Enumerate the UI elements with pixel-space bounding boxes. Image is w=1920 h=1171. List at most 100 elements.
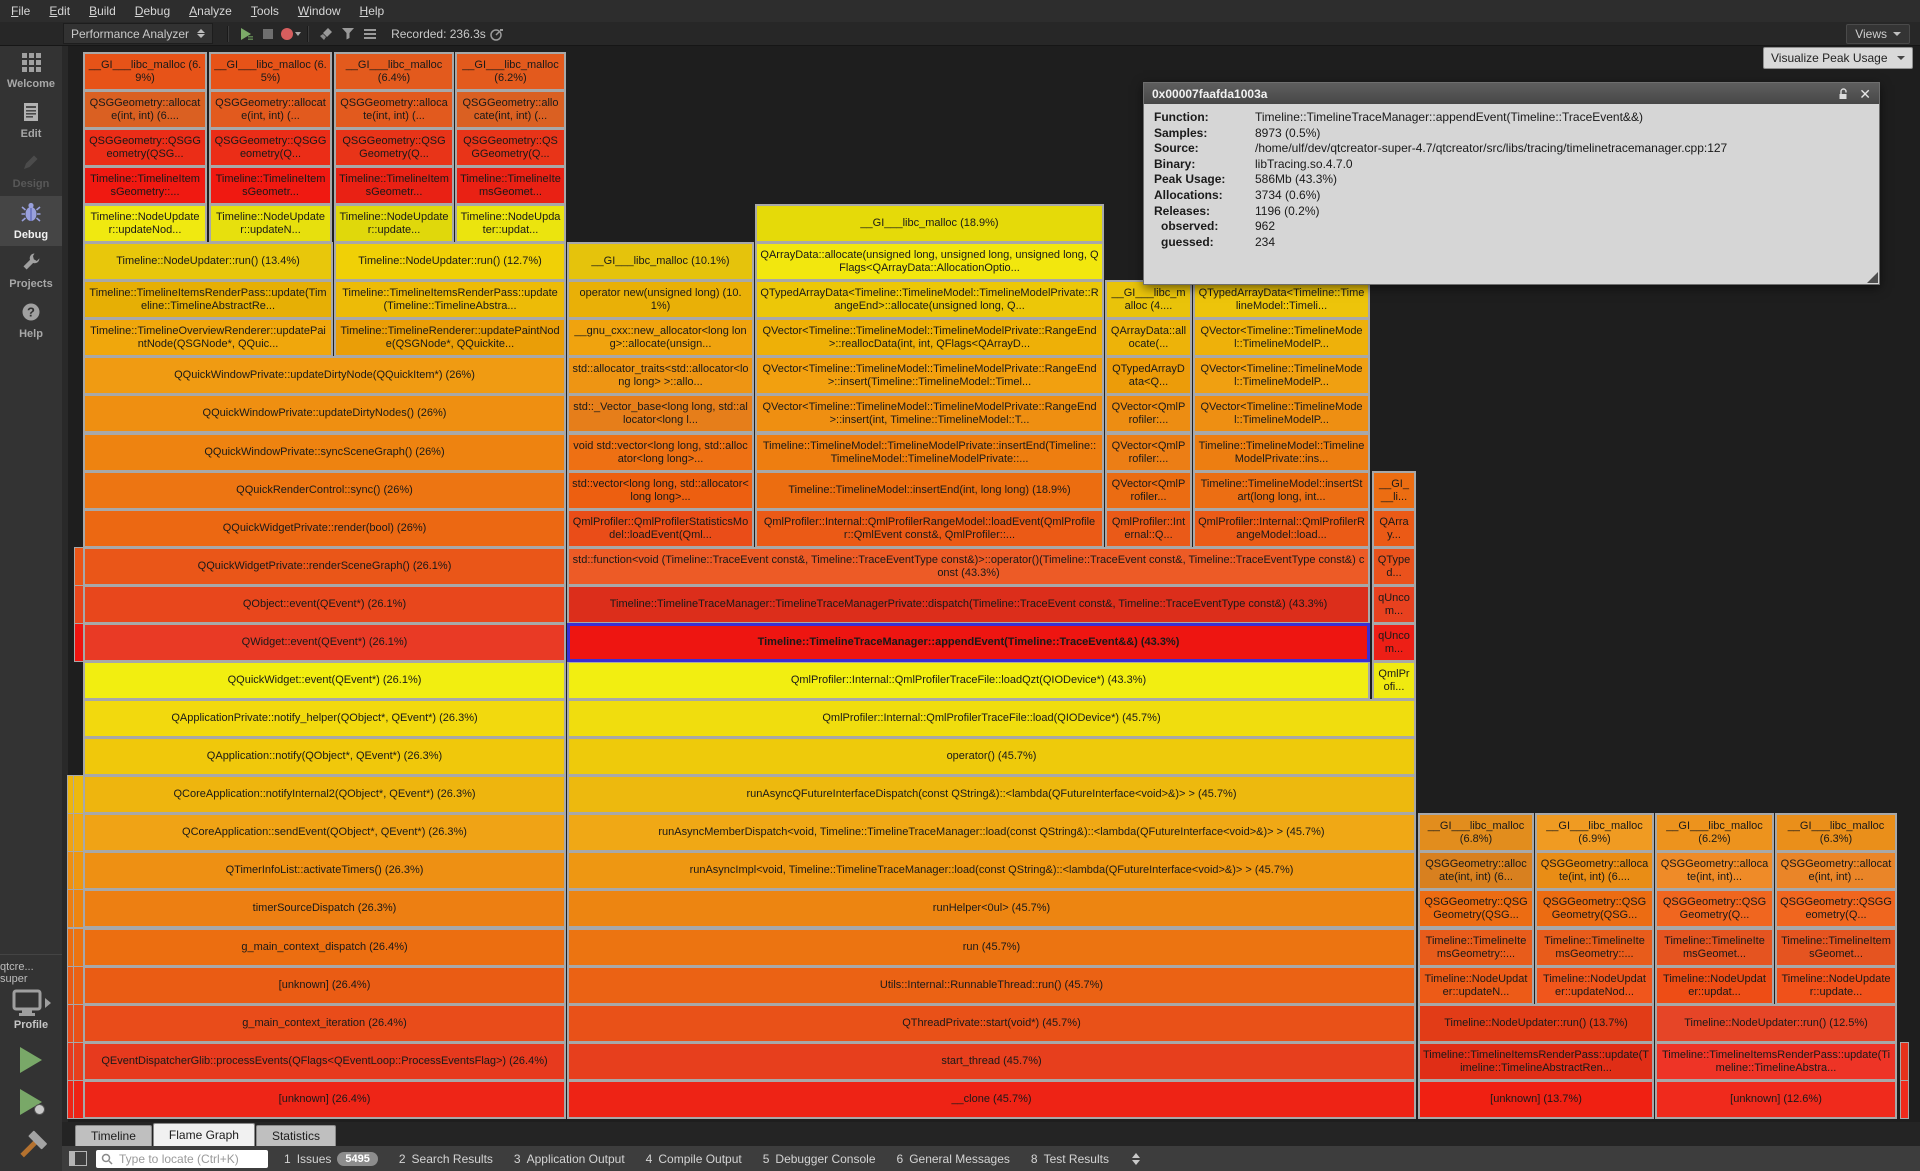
- tooltip-title-bar[interactable]: 0x00007faafda1003a ✕: [1144, 83, 1879, 104]
- flame-cell[interactable]: QVector<Timeline::TimelineModel::Timelin…: [1193, 318, 1370, 357]
- flame-cell[interactable]: QTypedArrayData<Q...: [1105, 356, 1192, 395]
- flame-cell[interactable]: timerSourceDispatch (26.3%): [83, 889, 566, 928]
- flame-cell[interactable]: std::allocator_traits<std::allocator<lon…: [567, 356, 754, 395]
- flame-cell[interactable]: __GI___li...: [1372, 471, 1416, 510]
- flame-cell[interactable]: [74, 585, 84, 624]
- flame-cell[interactable]: Timeline::NodeUpdater::run() (13.4%): [83, 242, 333, 281]
- flame-cell[interactable]: __GI___libc_malloc (6.9%): [1535, 813, 1654, 852]
- menu-item-file[interactable]: File: [11, 4, 31, 18]
- output-pane-issues[interactable]: 1 Issues 5495: [284, 1151, 378, 1166]
- flame-cell[interactable]: Timeline::TimelineItemsGeometry::...: [1418, 928, 1534, 967]
- mode-button-projects[interactable]: Projects: [0, 246, 62, 296]
- flame-cell[interactable]: Timeline::NodeUpdater::updat...: [1655, 966, 1774, 1005]
- flame-cell[interactable]: [73, 928, 84, 967]
- flame-cell[interactable]: QApplicationPrivate::notify_helper(QObje…: [83, 699, 566, 738]
- flame-cell[interactable]: operator() (45.7%): [567, 737, 1416, 776]
- output-pane-compile-output[interactable]: 4 Compile Output: [646, 1152, 742, 1166]
- flame-cell[interactable]: QmlProfiler::Internal::QmlProfilerRangeM…: [1193, 509, 1370, 548]
- filter-button[interactable]: [337, 24, 359, 44]
- flame-cell[interactable]: __GI___libc_malloc (6.5%): [209, 52, 332, 91]
- flame-cell[interactable]: [73, 966, 84, 1005]
- flame-cell[interactable]: QTypedArrayData<Timeline::TimelineModel:…: [1193, 280, 1370, 319]
- views-button[interactable]: Views: [1846, 23, 1910, 44]
- flame-cell[interactable]: Timeline::TimelineModel::TimelineModelPr…: [755, 433, 1104, 472]
- flame-cell[interactable]: QVector<QmlProfiler...: [1105, 471, 1192, 510]
- flame-cell[interactable]: [1900, 1080, 1909, 1119]
- flame-cell[interactable]: QmlProfiler::Internal::QmlProfilerTraceF…: [567, 661, 1370, 700]
- flame-cell[interactable]: [73, 889, 84, 928]
- flame-cell[interactable]: __GI___libc_malloc (4....: [1105, 280, 1192, 319]
- flame-cell[interactable]: QArrayData::allocate(...: [1105, 318, 1192, 357]
- flame-cell[interactable]: operator new(unsigned long) (10.1%): [567, 280, 754, 319]
- mode-button-help[interactable]: ? Help: [0, 296, 62, 346]
- flame-cell[interactable]: QSGGeometry::allocate(int, int) (6....: [1535, 851, 1654, 890]
- flame-cell[interactable]: g_main_context_dispatch (26.4%): [83, 928, 566, 967]
- flame-cell[interactable]: QQuickWidgetPrivate::renderSceneGraph() …: [83, 547, 566, 586]
- flame-cell[interactable]: __clone (45.7%): [567, 1080, 1416, 1119]
- flame-cell[interactable]: QSGGeometry::allocate(int, int)...: [1655, 851, 1774, 890]
- flame-cell[interactable]: start_thread (45.7%): [567, 1042, 1416, 1081]
- flame-cell[interactable]: QmlProfiler::Internal::Q...: [1105, 509, 1192, 548]
- flame-cell[interactable]: [73, 1004, 84, 1043]
- flame-cell[interactable]: [73, 851, 84, 890]
- flame-cell[interactable]: QWidget::event(QEvent*) (26.1%): [83, 623, 566, 662]
- flame-cell[interactable]: QQuickWidgetPrivate::render(bool) (26%): [83, 509, 566, 548]
- flame-cell[interactable]: [73, 1080, 84, 1119]
- flame-cell[interactable]: Timeline::TimelineTraceManager::appendEv…: [567, 623, 1370, 662]
- menu-item-analyze[interactable]: Analyze: [189, 4, 232, 18]
- flame-cell[interactable]: [73, 1042, 84, 1081]
- output-pane-general-messages[interactable]: 6 General Messages: [897, 1152, 1010, 1166]
- flame-cell[interactable]: [1900, 1042, 1909, 1081]
- flame-cell[interactable]: __GI___libc_malloc (6.8%): [1418, 813, 1534, 852]
- mode-button-debug[interactable]: Debug: [0, 196, 62, 246]
- output-pane-application-output[interactable]: 3 Application Output: [514, 1152, 625, 1166]
- flame-cell[interactable]: qUncom...: [1372, 623, 1416, 662]
- flame-cell[interactable]: QVector<Timeline::TimelineModel::Timelin…: [755, 356, 1104, 395]
- flame-cell[interactable]: QCoreApplication::notifyInternal2(QObjec…: [83, 775, 566, 814]
- menu-item-help[interactable]: Help: [359, 4, 385, 18]
- flame-cell[interactable]: QSGGeometry::QSGGeometry(Q...: [334, 128, 454, 167]
- flame-cell[interactable]: QVector<Timeline::TimelineModel::Timelin…: [1193, 356, 1370, 395]
- start-analysis-button[interactable]: [235, 24, 257, 44]
- flame-cell[interactable]: __GI___libc_malloc (6.9%): [83, 52, 207, 91]
- flame-cell[interactable]: Utils::Internal::RunnableThread::run() (…: [567, 966, 1416, 1005]
- flame-cell[interactable]: QSGGeometry::QSGGeometry(QSG...: [83, 128, 207, 167]
- resize-grip[interactable]: [1867, 272, 1878, 283]
- flame-cell[interactable]: QSGGeometry::allocate(int, int) (...: [334, 90, 454, 129]
- flame-cell[interactable]: [74, 623, 84, 662]
- flame-cell[interactable]: [unknown] (13.7%): [1418, 1080, 1654, 1119]
- flame-cell[interactable]: Timeline::TimelineItemsGeometr...: [334, 166, 454, 205]
- flame-cell[interactable]: Timeline::NodeUpdater::updat...: [455, 204, 566, 243]
- flame-cell[interactable]: QCoreApplication::sendEvent(QObject*, QE…: [83, 813, 566, 852]
- flame-cell[interactable]: QmlProfiler::Internal::QmlProfilerTraceF…: [567, 699, 1416, 738]
- flame-cell[interactable]: runAsyncImpl<void, Timeline::TimelineTra…: [567, 851, 1416, 890]
- flame-cell[interactable]: QArrayData::allocate(unsigned long, unsi…: [755, 242, 1104, 281]
- flame-cell[interactable]: QTimerInfoList::activateTimers() (26.3%): [83, 851, 566, 890]
- tab-statistics[interactable]: Statistics: [255, 1125, 336, 1146]
- flame-cell[interactable]: Timeline::TimelineRenderer::updatePaintN…: [334, 318, 566, 357]
- flame-cell[interactable]: QSGGeometry::QSGGeometry(Q...: [1775, 889, 1897, 928]
- locator-input[interactable]: [117, 1150, 261, 1167]
- flame-cell[interactable]: qUncom...: [1372, 585, 1416, 624]
- flame-cell[interactable]: void std::vector<long long, std::allocat…: [567, 433, 754, 472]
- flame-cell[interactable]: Timeline::NodeUpdater::updateN...: [209, 204, 332, 243]
- flame-cell[interactable]: QSGGeometry::QSGGeometry(Q...: [455, 128, 566, 167]
- flame-cell[interactable]: QQuickRenderControl::sync() (26%): [83, 471, 566, 510]
- flame-cell[interactable]: Timeline::TimelineItemsGeometry::...: [83, 166, 207, 205]
- flame-cell[interactable]: [unknown] (26.4%): [83, 966, 566, 1005]
- mode-button-edit[interactable]: Edit: [0, 96, 62, 146]
- flame-cell[interactable]: Timeline::TimelineTraceManager::Timeline…: [567, 585, 1370, 624]
- menu-item-window[interactable]: Window: [297, 4, 341, 18]
- discard-data-button[interactable]: [315, 24, 337, 44]
- sidebar-toggle-button[interactable]: [69, 1151, 87, 1166]
- flame-cell[interactable]: QVector<Timeline::TimelineModel::Timelin…: [1193, 394, 1370, 433]
- flame-cell[interactable]: runHelper<0ul> (45.7%): [567, 889, 1416, 928]
- flame-cell[interactable]: run (45.7%): [567, 928, 1416, 967]
- flame-cell[interactable]: Timeline::TimelineItemsRenderPass::updat…: [83, 280, 333, 319]
- flame-cell[interactable]: Timeline::NodeUpdater::updateNod...: [1535, 966, 1654, 1005]
- run-button[interactable]: [20, 1047, 42, 1073]
- debug-run-button[interactable]: [20, 1089, 45, 1115]
- flame-cell[interactable]: QVector<QmlProfiler:...: [1105, 433, 1192, 472]
- pane-sort-arrows-icon[interactable]: [1131, 1152, 1140, 1165]
- flame-cell[interactable]: [unknown] (26.4%): [83, 1080, 566, 1119]
